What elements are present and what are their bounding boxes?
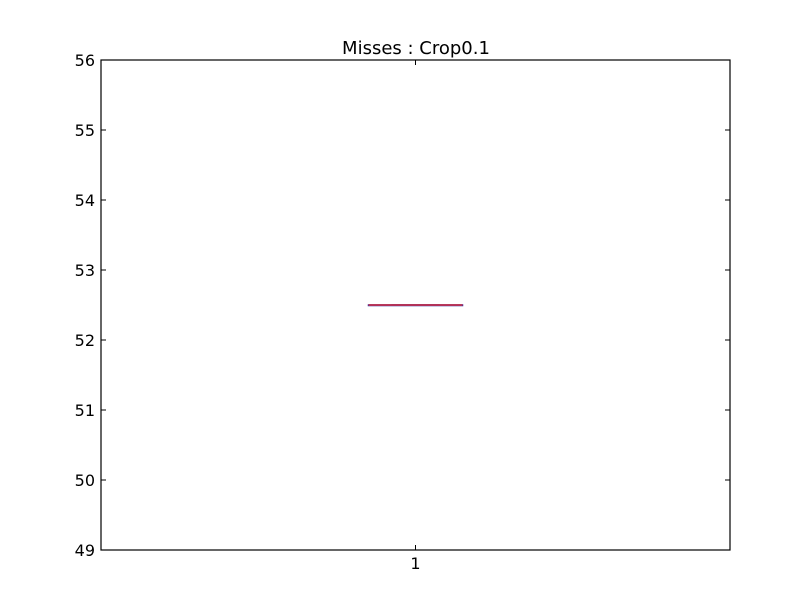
chart-title: Misses : Crop0.1 xyxy=(342,38,490,59)
y-tick-label: 55 xyxy=(75,121,95,140)
plot-area: 49 50 51 52 53 54 55 56 1 xyxy=(75,51,731,573)
y-tick-label: 54 xyxy=(75,191,95,210)
y-tick-label: 52 xyxy=(75,331,95,350)
y-tick-label: 50 xyxy=(75,471,95,490)
y-tick-label: 49 xyxy=(75,541,95,560)
y-tick-label: 56 xyxy=(75,51,95,70)
y-tick-label: 51 xyxy=(75,401,95,420)
x-tick-label: 1 xyxy=(410,554,420,573)
y-tick-label: 53 xyxy=(75,261,95,280)
